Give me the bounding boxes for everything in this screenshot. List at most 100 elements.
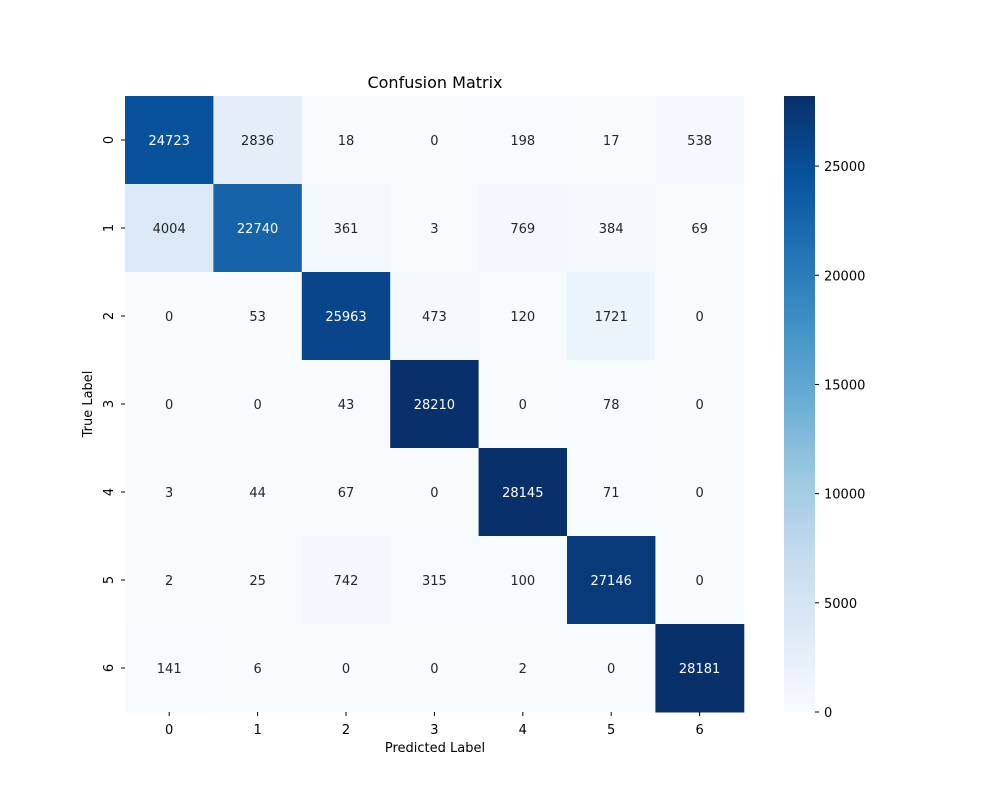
cell-value-label: 2 <box>519 662 527 677</box>
cell-value-label: 22740 <box>237 222 278 237</box>
heatmap-cell <box>125 272 214 361</box>
cell-value-label: 2836 <box>241 134 274 149</box>
cell-value-label: 0 <box>165 398 173 413</box>
cell-value-label: 120 <box>510 310 535 325</box>
heatmap-cell <box>125 624 214 713</box>
heatmap-cell <box>301 448 391 537</box>
cell-value-label: 0 <box>607 662 615 677</box>
colorbar-gradient <box>784 96 815 712</box>
heatmap-cell <box>390 536 480 625</box>
cell-value-label: 1721 <box>595 310 628 325</box>
heatmap-cell <box>125 184 214 273</box>
cell-value-label: 2 <box>165 574 173 589</box>
cell-value-label: 28210 <box>414 398 455 413</box>
cell-value-label: 43 <box>338 398 355 413</box>
cell-value-label: 0 <box>253 398 261 413</box>
y-tick-label: 1 <box>102 224 117 232</box>
heatmap-cell <box>301 272 391 361</box>
cell-value-label: 6 <box>253 662 261 677</box>
colorbar-tick-label: 10000 <box>824 488 865 503</box>
heatmap-cell <box>567 272 656 361</box>
x-tick-label: 5 <box>607 723 615 738</box>
colorbar-ticks: 0 5000 10000 15000 20000 25000 <box>815 160 865 721</box>
heatmap-cell <box>567 184 656 273</box>
heatmap-cell <box>390 448 480 537</box>
cell-value-label: 24723 <box>149 134 190 149</box>
cell-value-label: 28181 <box>679 662 720 677</box>
y-tick-label: 4 <box>102 488 117 496</box>
heatmap-cell <box>213 272 303 361</box>
cell-value-label: 17 <box>603 134 620 149</box>
cell-value-label: 0 <box>165 310 173 325</box>
cell-value-label: 71 <box>603 486 620 501</box>
heatmap-cell <box>390 184 480 273</box>
colorbar: 0 5000 10000 15000 20000 25000 <box>784 96 865 721</box>
cell-value-label: 100 <box>510 574 535 589</box>
heatmap-cell <box>655 624 745 713</box>
cell-value-label: 0 <box>695 486 703 501</box>
x-tick-label: 2 <box>342 723 350 738</box>
heatmap-cell <box>213 360 303 449</box>
x-axis: 0 1 2 3 4 5 6 <box>165 712 704 738</box>
cell-value-label: 0 <box>342 662 350 677</box>
y-tick-label: 6 <box>102 664 117 672</box>
cell-value-label: 198 <box>510 134 535 149</box>
heatmap-cell <box>125 360 214 449</box>
heatmap-cell <box>655 448 745 537</box>
heatmap-cell <box>655 536 745 625</box>
cell-value-label: 78 <box>603 398 620 413</box>
heatmap-cell <box>478 360 568 449</box>
cell-value-label: 384 <box>599 222 624 237</box>
cell-value-label: 4004 <box>153 222 186 237</box>
cell-value-label: 25963 <box>325 310 366 325</box>
heatmap-cell <box>478 536 568 625</box>
x-axis-label: Predicted Label <box>385 741 485 756</box>
cell-value-label: 27146 <box>591 574 632 589</box>
x-tick-label: 0 <box>165 723 173 738</box>
heatmap-cell <box>301 360 391 449</box>
cell-value-label: 18 <box>338 134 355 149</box>
chart-title: Confusion Matrix <box>367 73 502 92</box>
cell-value-label: 0 <box>430 134 438 149</box>
colorbar-tick-label: 5000 <box>824 597 857 612</box>
cell-value-label: 0 <box>695 574 703 589</box>
heatmap-cell <box>478 448 568 537</box>
heatmap-cell <box>213 536 303 625</box>
heatmap-cell <box>478 272 568 361</box>
cell-value-label: 742 <box>334 574 359 589</box>
colorbar-tick-label: 25000 <box>824 160 865 175</box>
x-tick-label: 3 <box>430 723 438 738</box>
cell-value-label: 0 <box>695 398 703 413</box>
x-tick-label: 4 <box>519 723 527 738</box>
heatmap-cell <box>125 96 214 185</box>
colorbar-tick-label: 0 <box>824 706 832 721</box>
cell-value-label: 3 <box>430 222 438 237</box>
x-tick-label: 1 <box>253 723 261 738</box>
heatmap-cell <box>301 184 391 273</box>
heatmap-cell <box>125 536 214 625</box>
heatmap-cell <box>655 272 745 361</box>
heatmap-cell <box>478 96 568 185</box>
cell-value-label: 69 <box>691 222 708 237</box>
y-axis-label: True Label <box>81 371 96 439</box>
heatmap-cell <box>478 624 568 713</box>
heatmap-cell <box>301 624 391 713</box>
heatmap-cell <box>390 96 480 185</box>
heatmap-cell <box>213 448 303 537</box>
heatmap-cell <box>390 624 480 713</box>
heatmap-cell <box>567 624 656 713</box>
heatmap-cell <box>301 96 391 185</box>
heatmap-cell <box>567 360 656 449</box>
heatmap-grid: 24723 2836 18 0 198 17 538 4004 22740 361 3 769 384 6… <box>125 96 745 713</box>
y-tick-label: 5 <box>102 576 117 584</box>
cell-value-label: 361 <box>334 222 359 237</box>
cell-value-label: 44 <box>249 486 266 501</box>
heatmap-cell <box>655 360 745 449</box>
cell-value-label: 0 <box>430 486 438 501</box>
cell-value-label: 0 <box>430 662 438 677</box>
colorbar-tick-label: 20000 <box>824 269 865 284</box>
cell-value-label: 538 <box>687 134 712 149</box>
heatmap-cell <box>125 448 214 537</box>
heatmap-cell <box>390 272 480 361</box>
